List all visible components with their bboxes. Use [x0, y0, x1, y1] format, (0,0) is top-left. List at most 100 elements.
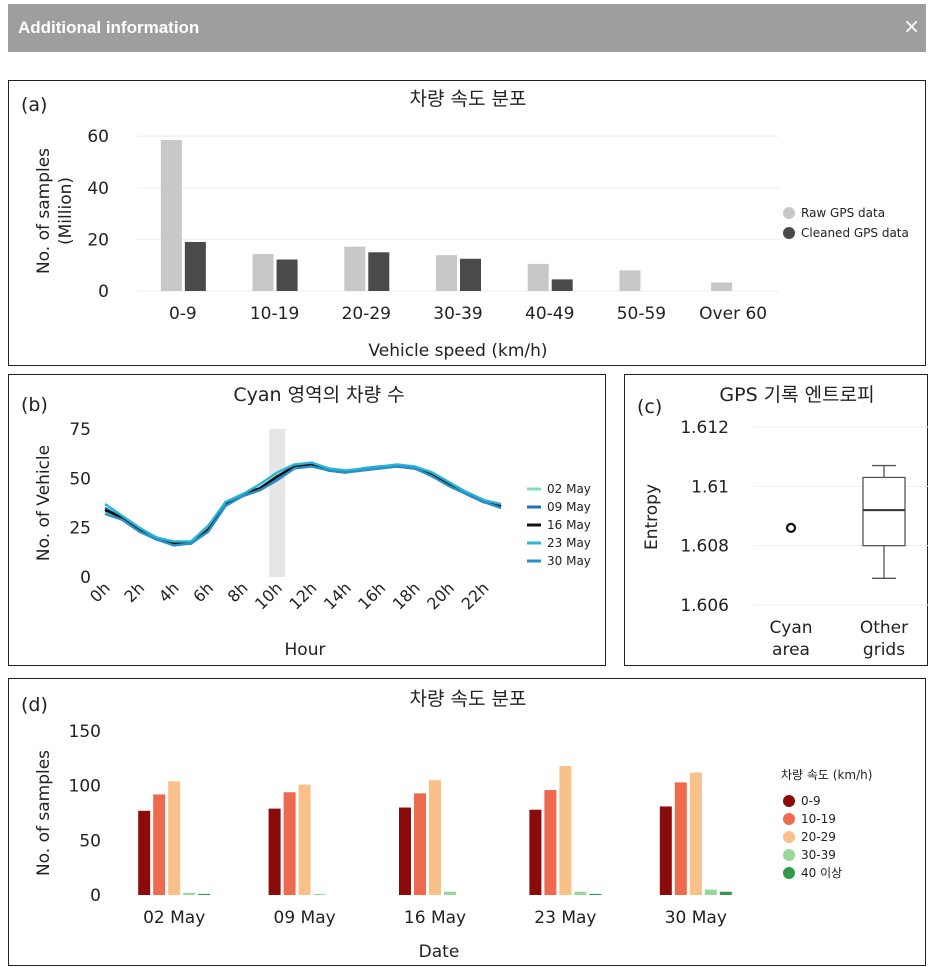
chart-title: GPS 기록 엔트로피: [719, 384, 874, 406]
dialog-title: Additional information: [18, 18, 200, 37]
legend-label: 10-19: [801, 812, 836, 826]
x-tick-label: Cyan: [769, 618, 812, 638]
bar: [183, 892, 196, 895]
x-tick-label: 14h: [320, 578, 355, 613]
legend-marker: [783, 849, 795, 861]
y-tick-label: 1.612: [680, 418, 729, 438]
y-tick-label: 75: [69, 420, 91, 440]
x-tick-label: 6h: [189, 578, 217, 606]
bar: [298, 784, 311, 895]
x-axis-label: Date: [419, 942, 460, 962]
bar: [460, 258, 481, 291]
y-tick-label: 1.61: [691, 477, 729, 497]
x-tick-label: 0-9: [169, 304, 197, 324]
chart-a: (a) 차량 속도 분포 No. of samples (Million) Vehicl…: [21, 88, 909, 361]
y-tick-label: 20: [87, 230, 109, 250]
chart-c: (c) GPS 기록 엔트로피 Entropy 1.606 1.608 1.61 1.612…: [637, 384, 928, 660]
bar: [529, 809, 542, 895]
y-tick-label: 0: [90, 886, 101, 906]
bar: [276, 259, 298, 291]
x-tick-label: 22h: [458, 578, 493, 613]
line-series: [104, 463, 502, 545]
y-tick-label: 0: [80, 568, 91, 588]
bar: [659, 806, 672, 895]
legend-marker: [783, 795, 795, 807]
bar: [719, 891, 732, 895]
legend-label: 40 이상: [801, 866, 842, 880]
panel-b: (b) Cyan 영역의 차량 수 No. of Vehicle Hour 0 25 50 7…: [8, 374, 606, 666]
y-tick-label: 60: [87, 127, 109, 147]
chart-title: 차량 속도 분포: [410, 88, 527, 110]
x-tick-label: 30 May: [665, 908, 727, 928]
line-series: [104, 465, 502, 547]
highlight-band: [269, 429, 286, 577]
panel-a: (a) 차량 속도 분포 No. of samples (Million) Vehicl…: [8, 80, 926, 366]
legend-label: 0-9: [801, 794, 821, 808]
x-tick-label: Over 60: [699, 304, 767, 324]
legend-label: Raw GPS data: [801, 206, 885, 220]
bar: [589, 893, 602, 895]
line-series: [104, 463, 502, 545]
y-axis-label: No. of Vehicle: [34, 445, 54, 561]
panel-letter: (b): [21, 394, 48, 416]
close-icon[interactable]: ×: [903, 14, 920, 38]
bar: [153, 794, 166, 895]
y-axis-label-unit: (Million): [56, 177, 76, 245]
bar: [252, 254, 274, 291]
y-tick-label: 25: [69, 519, 91, 539]
x-axis-label: Vehicle speed (km/h): [368, 341, 547, 361]
x-tick-label: 20h: [423, 578, 458, 613]
y-tick-label: 40: [87, 179, 109, 199]
bar: [138, 810, 151, 895]
y-tick-label: 1.608: [680, 537, 729, 557]
outlier-point: [785, 522, 797, 533]
x-tick-label: grids: [863, 640, 905, 660]
chart-title: 차량 속도 분포: [410, 688, 527, 710]
legend-marker: [783, 867, 795, 879]
legend-label: 30 May: [547, 554, 591, 568]
bar: [399, 807, 411, 895]
x-tick-label: 8h: [224, 578, 252, 606]
x-tick-label: 16 May: [404, 908, 466, 928]
legend-marker: [783, 227, 795, 239]
y-tick-label: 50: [69, 469, 91, 489]
x-tick-label: Other: [860, 618, 908, 638]
bar: [674, 782, 687, 895]
bar: [574, 891, 587, 895]
x-tick-label: 02 May: [143, 908, 205, 928]
x-tick-label: 4h: [155, 578, 183, 606]
x-tick-label: 40-49: [525, 304, 574, 324]
y-tick-label: 1.606: [680, 596, 729, 616]
y-axis-label: No. of samples: [34, 148, 54, 274]
box: [862, 476, 906, 547]
x-tick-label: 23 May: [534, 908, 596, 928]
legend-label: 30-39: [801, 848, 836, 862]
legend-title: 차량 속도 (km/h): [781, 768, 872, 782]
x-tick-label: 09 May: [274, 908, 336, 928]
bar: [414, 793, 426, 895]
bar: [344, 246, 366, 291]
dialog-header: Additional information ×: [8, 4, 926, 52]
x-tick-label: 30-39: [433, 304, 482, 324]
legend-label: 20-29: [801, 830, 836, 844]
x-tick-label: 2h: [120, 578, 148, 606]
x-axis-label: Hour: [285, 640, 326, 660]
x-tick-label: 18h: [389, 578, 424, 613]
panel-d: (d) 차량 속도 분포 No. of samples Date 0 50 100 150 02…: [8, 678, 926, 966]
bar: [544, 790, 557, 895]
y-tick-label: 50: [79, 831, 101, 851]
bar: [368, 252, 390, 291]
bar: [436, 255, 457, 291]
bar: [559, 765, 572, 895]
bar: [313, 893, 326, 895]
x-tick-label: area: [772, 640, 810, 660]
x-tick-label: 10h: [251, 578, 286, 613]
x-tick-label: 20-29: [342, 304, 391, 324]
legend-label: 23 May: [547, 536, 591, 550]
legend-label: 09 May: [547, 500, 591, 514]
legend-label: 16 May: [547, 518, 591, 532]
y-axis-label: No. of samples: [34, 750, 54, 876]
panel-letter: (a): [21, 94, 47, 116]
legend-label: Cleaned GPS data: [801, 226, 909, 240]
y-tick-label: 150: [69, 722, 101, 742]
